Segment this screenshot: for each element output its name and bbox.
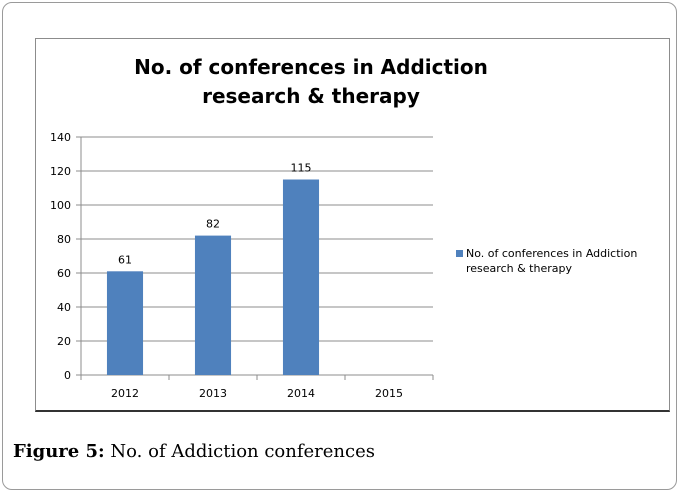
bar <box>194 235 232 375</box>
y-tick-label: 120 <box>50 165 71 178</box>
bar-chart-plot: 0 20 40 60 80 100 120 140 61 2012 82 2013 115 2014 201… <box>50 131 434 400</box>
x-tick-label: 2014 <box>287 387 315 400</box>
y-tick-label: 0 <box>64 369 71 382</box>
figure-caption: Figure 5: No. of Addiction conferences <box>13 441 375 462</box>
data-label: 82 <box>206 218 220 231</box>
y-tick-label: 60 <box>57 267 71 280</box>
x-tick-label: 2015 <box>375 387 403 400</box>
y-tick-label: 80 <box>57 233 71 246</box>
x-tick-label: 2013 <box>199 387 227 400</box>
data-label: 61 <box>118 253 132 266</box>
chart-area: No. of conferences in Addiction research… <box>35 38 670 412</box>
figure-caption-text: No. of Addiction conferences <box>104 441 375 462</box>
x-tick-label: 2012 <box>111 387 139 400</box>
chart-title: No. of conferences in Addiction research… <box>134 55 488 108</box>
figure-caption-label: Figure 5: <box>13 441 105 462</box>
y-tick-label: 40 <box>57 301 71 314</box>
figure-container: No. of conferences in Addiction research… <box>2 2 677 490</box>
legend-swatch <box>456 250 463 257</box>
bar <box>106 271 144 375</box>
data-label: 115 <box>291 162 312 175</box>
bar <box>282 179 320 375</box>
y-tick-label: 20 <box>57 335 71 348</box>
y-tick-label: 140 <box>50 131 71 144</box>
legend-label: No. of conferences in Addiction research… <box>466 247 638 275</box>
y-tick-label: 100 <box>50 199 71 212</box>
